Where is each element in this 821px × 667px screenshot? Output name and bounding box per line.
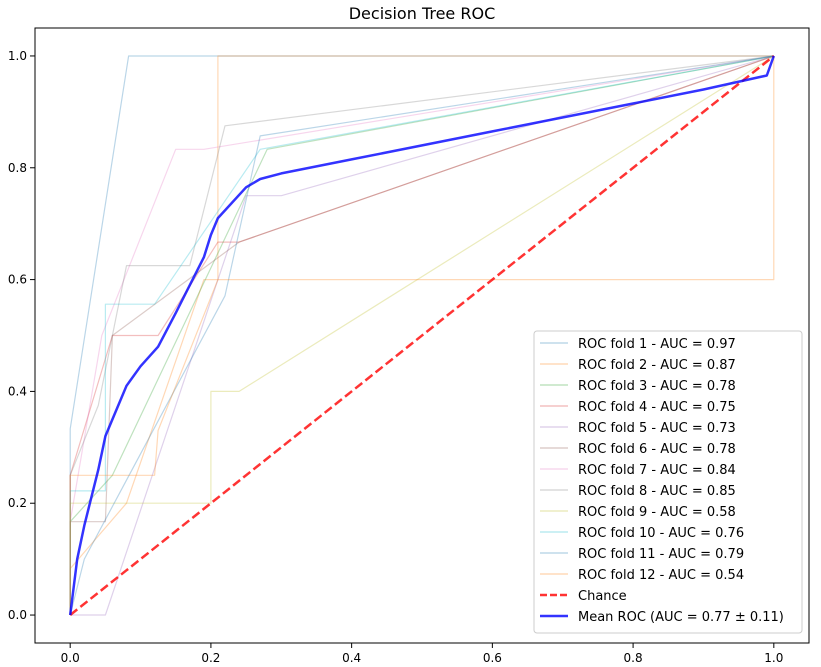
- series-line-10: [69, 55, 774, 615]
- chart-title: Decision Tree ROC: [349, 4, 496, 23]
- legend: ROC fold 1 - AUC = 0.97 ROC fold 2 - AUC …: [533, 330, 803, 634]
- y-tick-label: 0.4: [8, 384, 27, 398]
- x-tick-label: 0.8: [624, 651, 643, 665]
- y-tick-label: 0.6: [8, 273, 27, 287]
- x-tick-label: 0.0: [61, 651, 80, 665]
- legend-label: ROC fold 12 - AUC = 0.54: [578, 568, 744, 583]
- plot-frame: [34, 27, 810, 644]
- legend-label: ROC fold 11 - AUC = 0.79: [578, 547, 744, 562]
- legend-label: ROC fold 7 - AUC = 0.84: [578, 463, 736, 478]
- y-tick-label: 0.2: [8, 496, 27, 510]
- series-line-1: [69, 55, 774, 615]
- axes: 0.0 0.0 0.2 0.2 0.4 0.4 0.6 0.6 0.8 0.8 1.0 1.0: [8, 27, 810, 665]
- legend-label: ROC fold 5 - AUC = 0.73: [578, 421, 736, 436]
- x-tick-label: 0.6: [483, 651, 502, 665]
- series-line-12: [69, 56, 775, 615]
- series-line-7: [69, 55, 774, 615]
- series-line-13: [69, 55, 775, 616]
- series-line-5: [70, 55, 774, 616]
- x-tick-label: 0.2: [201, 651, 220, 665]
- y-tick-label: 1.0: [8, 49, 27, 63]
- legend-box: [533, 330, 803, 634]
- legend-label: ROC fold 10 - AUC = 0.76: [578, 526, 744, 541]
- series-line-8: [69, 55, 774, 615]
- series-line-11: [69, 55, 774, 616]
- series-line-2: [69, 55, 774, 615]
- legend-label: ROC fold 8 - AUC = 0.85: [578, 484, 736, 499]
- x-tick-label: 1.0: [764, 651, 783, 665]
- y-tick-label: 0.8: [8, 161, 27, 175]
- legend-label: Mean ROC (AUC = 0.77 ± 0.11): [578, 610, 784, 625]
- legend-label: ROC fold 6 - AUC = 0.78: [578, 442, 736, 457]
- legend-label: ROC fold 3 - AUC = 0.78: [578, 379, 736, 394]
- x-tick-label: 0.4: [342, 651, 361, 665]
- legend-label: Chance: [578, 589, 627, 604]
- series-line-3: [69, 55, 774, 615]
- y-tick-label: 0.0: [8, 608, 27, 622]
- legend-label: ROC fold 1 - AUC = 0.97: [578, 337, 736, 352]
- series-line-9: [69, 55, 775, 615]
- legend-label: ROC fold 4 - AUC = 0.75: [578, 400, 736, 415]
- legend-label: ROC fold 9 - AUC = 0.58: [578, 505, 736, 520]
- plot-area: [68, 55, 775, 616]
- series-line-4: [69, 55, 774, 615]
- legend-label: ROC fold 2 - AUC = 0.87: [578, 358, 736, 373]
- series-line-14: [68, 55, 775, 616]
